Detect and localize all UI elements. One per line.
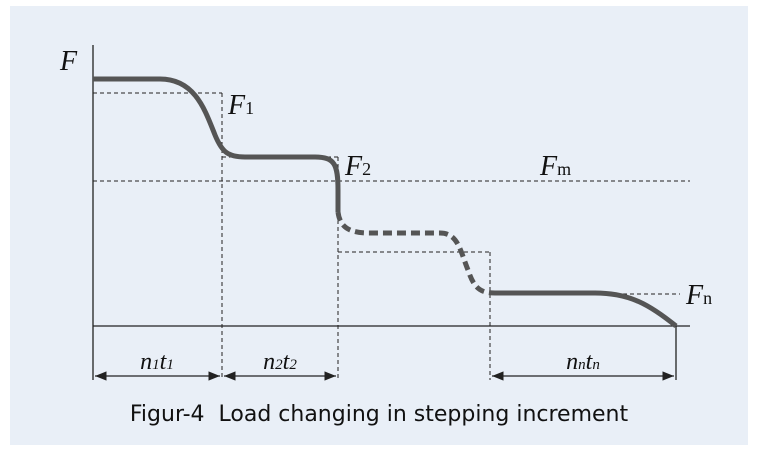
- label-f2: F2: [344, 151, 371, 182]
- load-curve: [495, 290, 678, 328]
- label-fm: Fm: [539, 151, 571, 182]
- interval-label: n1t1: [140, 349, 174, 375]
- axes: [92, 45, 690, 380]
- caption: Figur-4 Load changing in stepping increm…: [130, 402, 629, 427]
- load-curve: [93, 76, 341, 212]
- background: [10, 6, 748, 445]
- interval-label: n2t2: [263, 349, 297, 375]
- y-axis-label: F: [59, 46, 78, 77]
- interval-label: nntn: [566, 349, 600, 375]
- label-fn: Fn: [685, 280, 712, 311]
- load-curve-dashed: [335, 211, 496, 296]
- label-f1: F1: [227, 90, 254, 121]
